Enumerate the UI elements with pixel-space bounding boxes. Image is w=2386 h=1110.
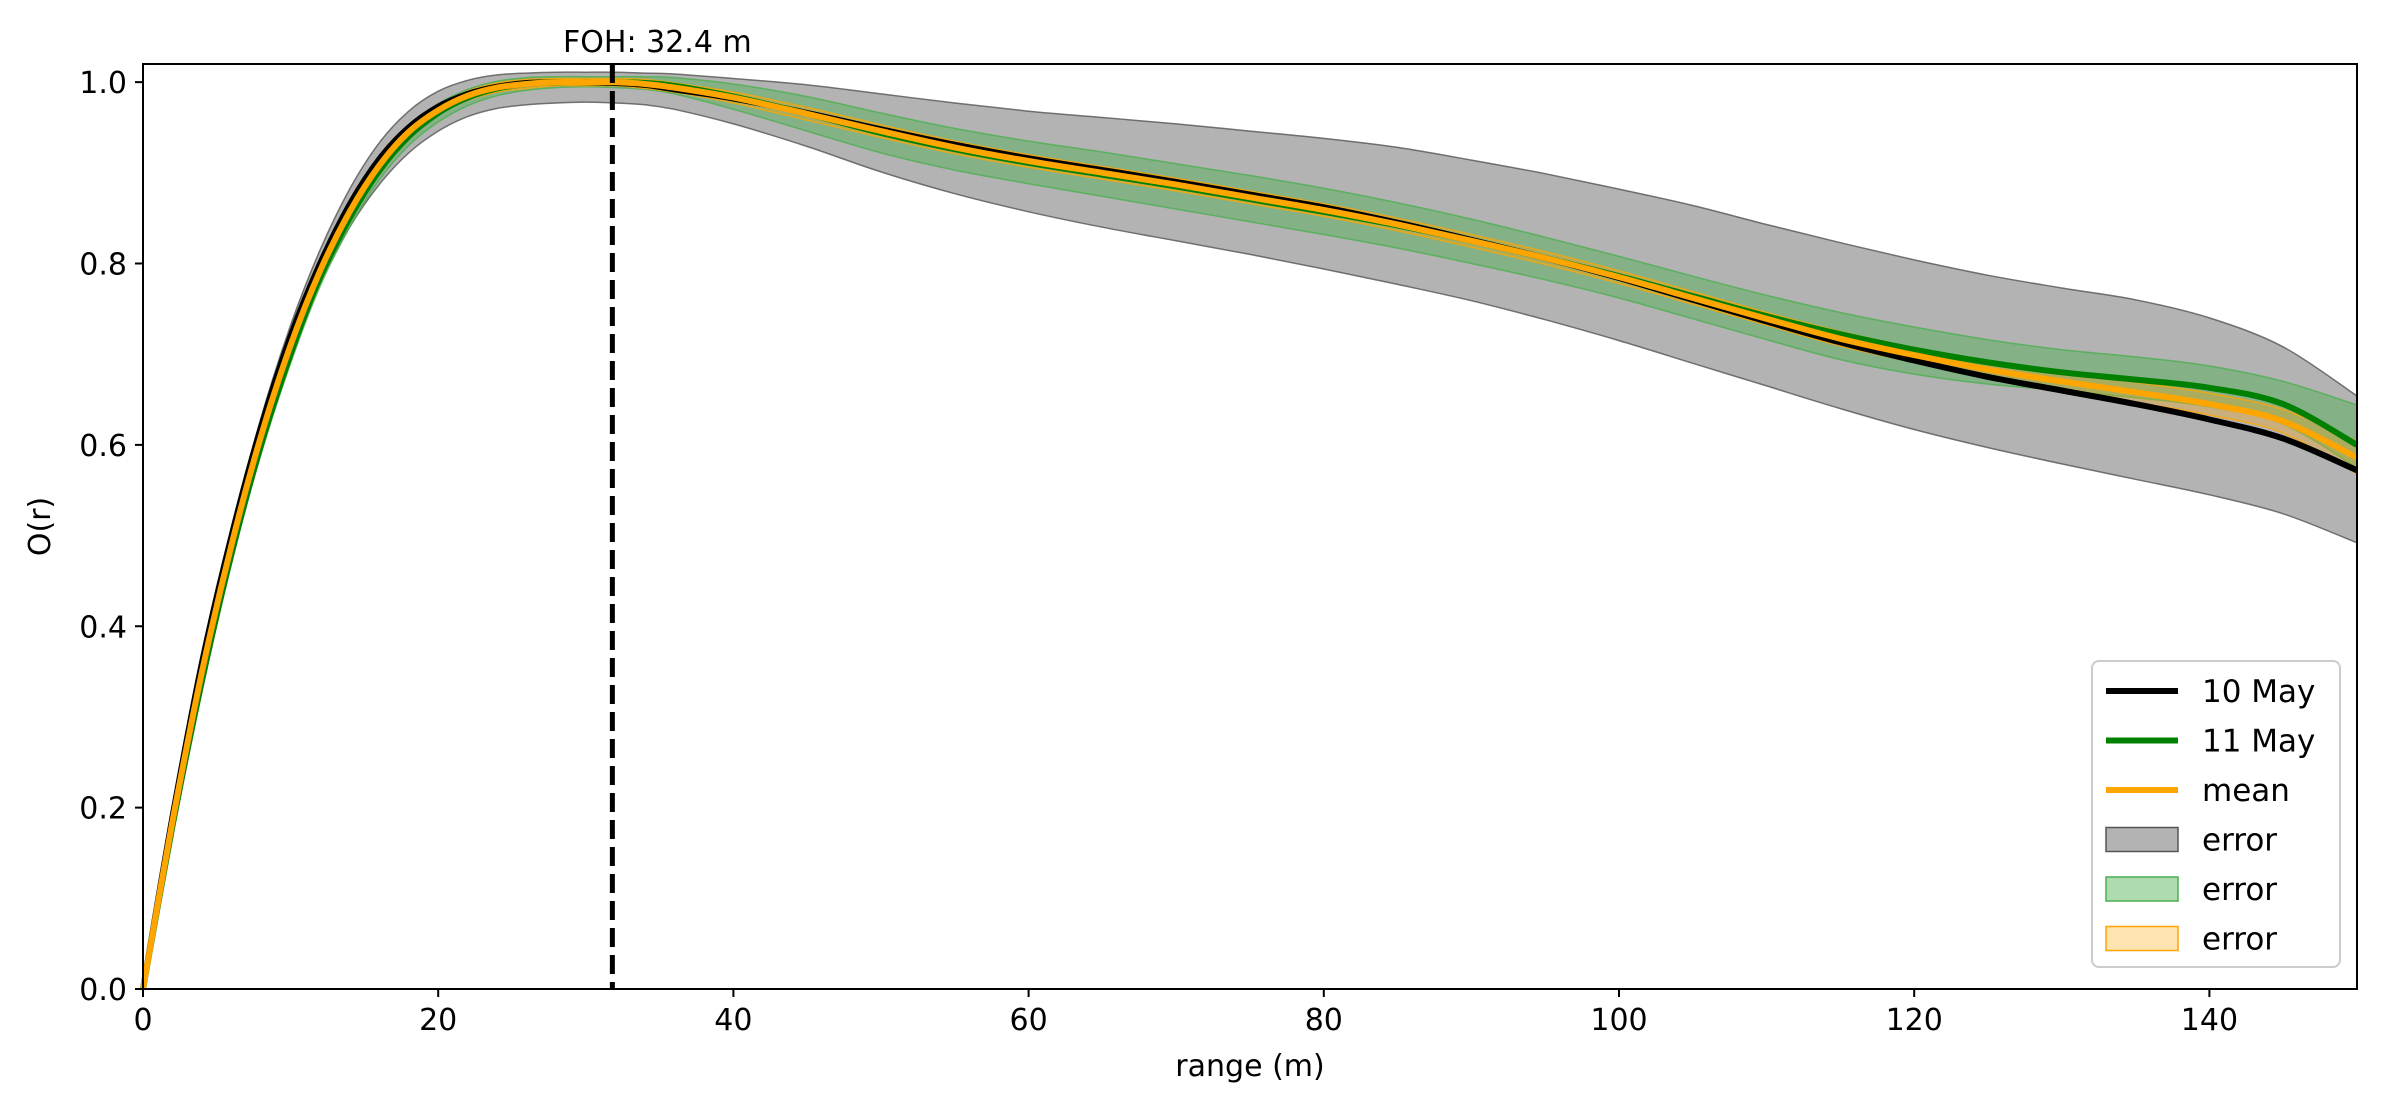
legend-patch-swatch xyxy=(2105,925,2179,952)
legend-item: error xyxy=(2105,823,2277,859)
legend-label: mean xyxy=(2202,773,2290,809)
legend-item: error xyxy=(2105,872,2277,908)
x-tick-label: 40 xyxy=(714,1003,752,1038)
legend: 10 May 11 May mean error error error xyxy=(2091,660,2341,968)
x-axis: 0 20 40 60 80 100 120 140 xyxy=(133,989,2238,1038)
series-lines xyxy=(140,78,2359,990)
x-tick-label: 80 xyxy=(1305,1003,1343,1038)
legend-label: error xyxy=(2202,823,2277,859)
legend-label: 10 May xyxy=(2202,674,2315,710)
x-tick-label: 60 xyxy=(1010,1003,1048,1038)
legend-item: error xyxy=(2105,922,2277,958)
legend-patch-swatch xyxy=(2105,826,2179,853)
series-line-3 xyxy=(140,78,2359,990)
y-tick-label: 0.4 xyxy=(79,610,127,645)
plot-frame xyxy=(142,63,2358,990)
x-axis-label: range (m) xyxy=(1175,1049,1324,1084)
y-tick-label: 1.0 xyxy=(79,66,127,101)
y-tick-label: 0.6 xyxy=(79,429,127,464)
x-tick-label: 20 xyxy=(419,1003,457,1038)
legend-label: 11 May xyxy=(2202,724,2315,760)
y-axis-label: O(r) xyxy=(23,497,58,556)
legend-label: error xyxy=(2202,922,2277,958)
legend-item: 11 May xyxy=(2106,724,2315,760)
y-tick-label: 0.0 xyxy=(79,973,127,1008)
x-tick-label: 100 xyxy=(1590,1003,1647,1038)
y-tick-label: 0.2 xyxy=(79,792,127,827)
legend-item: 10 May xyxy=(2106,674,2315,710)
x-tick-label: 0 xyxy=(133,1003,152,1038)
legend-item: mean xyxy=(2106,773,2290,809)
y-axis: 0.0 0.2 0.4 0.6 0.8 1.0 xyxy=(79,66,143,1008)
legend-patch-swatch xyxy=(2105,876,2179,902)
x-tick-label: 140 xyxy=(2181,1003,2238,1038)
y-tick-label: 0.8 xyxy=(79,248,127,283)
legend-label: error xyxy=(2202,872,2277,908)
x-tick-label: 120 xyxy=(1886,1003,1943,1038)
foh-annotation: FOH: 32.4 m xyxy=(563,25,752,60)
